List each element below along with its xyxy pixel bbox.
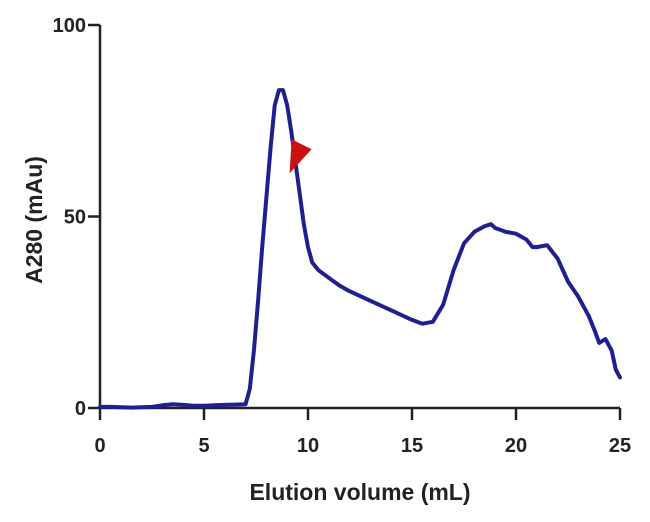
- x-tick-label: 15: [401, 435, 423, 457]
- x-tick-label: 5: [198, 435, 209, 457]
- elution-trace-line: [98, 88, 622, 410]
- x-tick-label: 20: [505, 435, 527, 457]
- y-tick-label: 100: [53, 15, 86, 37]
- x-tick-label: 10: [297, 435, 319, 457]
- plot-area: [98, 88, 622, 410]
- y-axis-title: A280 (mAu): [21, 156, 47, 284]
- peak-marker-arrow: [289, 139, 312, 174]
- y-ticks: 0 50 100: [53, 15, 100, 420]
- y-tick-label: 50: [64, 207, 86, 229]
- y-tick-label: 0: [75, 398, 86, 420]
- x-ticks: 0 5 10 15 20 25: [94, 408, 631, 457]
- x-tick-label: 25: [609, 435, 631, 457]
- x-axis-title: Elution volume (mL): [249, 479, 470, 505]
- x-tick-label: 0: [94, 435, 105, 457]
